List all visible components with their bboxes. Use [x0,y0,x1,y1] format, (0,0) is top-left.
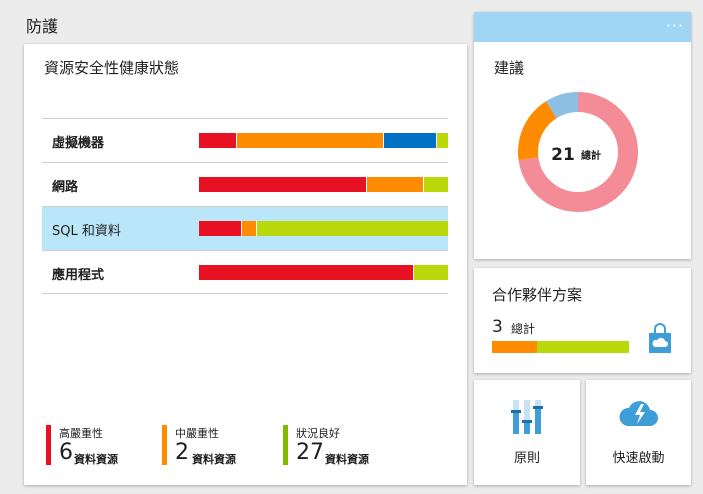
partner-bar-segment [537,341,629,353]
donut-total-label: 總計 [581,149,601,162]
legend-label: 中嚴重性 [175,427,219,440]
partner-bar [492,341,629,353]
legend-label: 高嚴重性 [59,427,103,440]
resource-health-card[interactable]: 資源安全性健康狀態 虛擬機器 網路 SQL 和資料 應用程式 高嚴重性 6 資料… [24,44,467,485]
health-bar [199,133,448,148]
row-label: 應用程式 [52,268,105,283]
row-label: 虛擬機器 [52,136,105,151]
quick-start-label: 快速啟動 [612,451,665,466]
health-bar-segment [365,177,424,192]
health-bar [199,177,448,192]
resource-health-list: 虛擬機器 網路 SQL 和資料 應用程式 [42,118,448,294]
recommendations-body: 建議 [476,42,689,257]
cloud-lightning-icon [618,401,658,426]
legend-swatch-healthy [283,425,288,465]
legend-count: 2 [175,440,189,465]
shopping-bag-icon [649,323,671,353]
recommendations-card[interactable]: ··· 建議 21 總計 [474,12,691,259]
recommendations-header: ··· [474,12,691,42]
health-bar-segment [199,133,237,148]
health-bar-segment [199,221,242,236]
row-label: SQL 和資料 [52,224,121,239]
legend-unit: 資料資源 [192,453,236,466]
health-bar-segment [435,133,448,148]
health-row-vm[interactable]: 虛擬機器 [42,118,448,162]
health-bar-segment [241,221,257,236]
health-bar-segment [236,133,384,148]
resource-health-title: 資源安全性健康狀態 [44,59,180,77]
health-row-apps[interactable]: 應用程式 [42,250,448,294]
donut-slice[interactable] [518,92,638,212]
recommendations-donut-chart[interactable]: 21 總計 [514,88,642,216]
partner-solutions-title: 合作夥伴方案 [492,286,583,304]
legend-unit: 資料資源 [74,453,118,466]
more-options-icon[interactable]: ··· [665,16,684,35]
partner-bar-segment [492,341,538,353]
health-bar [199,221,448,236]
recommendations-title: 建議 [494,59,525,77]
health-row-sql[interactable]: SQL 和資料 [42,206,448,250]
legend-swatch-high [46,425,51,465]
quick-start-tile[interactable]: 快速啟動 [586,380,691,485]
policy-tile[interactable]: 原則 [474,380,580,485]
legend-swatch-medium [162,425,167,465]
donut-slice[interactable] [518,92,638,212]
health-bar-segment [423,177,448,192]
health-bar-segment [199,177,366,192]
section-title: 防護 [26,17,59,36]
legend-unit: 資料資源 [325,453,369,466]
partner-count: 3 [492,317,503,337]
health-bar-segment [383,133,436,148]
health-bar-segment [199,265,414,280]
legend-count: 27 [296,440,324,465]
legend-label: 狀況良好 [296,427,340,440]
health-row-network[interactable]: 網路 [42,162,448,206]
donut-total-value: 21 [551,145,575,165]
partner-solutions-card[interactable]: 合作夥伴方案 3 總計 [474,268,691,373]
row-label: 網路 [52,180,79,195]
policy-sliders-icon [511,400,543,434]
severity-legend: 高嚴重性 6 資料資源 中嚴重性 2 資料資源 狀況良好 27 資料資源 [46,425,466,466]
legend-count: 6 [59,440,73,465]
partner-count-label: 總計 [511,322,536,336]
health-bar [199,265,448,280]
health-bar-segment [413,265,448,280]
health-bar-segment [256,221,448,236]
policy-label: 原則 [513,451,540,466]
